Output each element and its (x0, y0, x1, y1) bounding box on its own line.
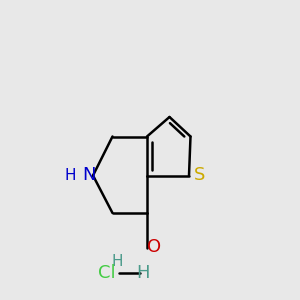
Text: H: H (65, 168, 76, 183)
Text: N: N (82, 167, 95, 184)
Text: H: H (111, 254, 123, 268)
Text: H: H (136, 264, 149, 282)
Text: O: O (147, 238, 162, 256)
Text: S: S (194, 167, 205, 184)
Text: Cl: Cl (98, 264, 115, 282)
